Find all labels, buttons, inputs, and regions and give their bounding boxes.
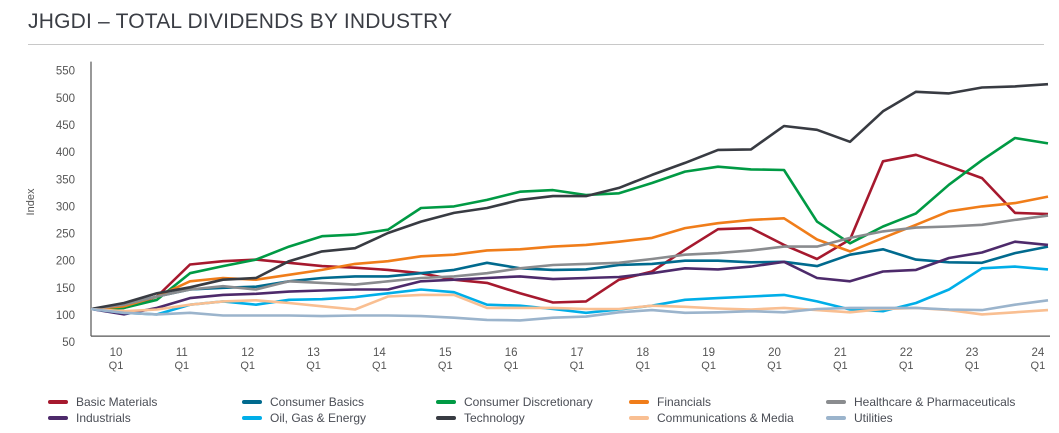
legend-item: Utilities	[826, 411, 893, 425]
legend-item: Consumer Discretionary	[436, 395, 593, 409]
y-tick-label: 350	[56, 174, 75, 186]
x-tick-label: 18	[636, 347, 649, 359]
legend-label: Industrials	[76, 411, 131, 425]
x-tick-label: 10	[110, 347, 123, 359]
legend-item: Basic Materials	[48, 395, 157, 409]
y-tick-label: 50	[62, 337, 75, 349]
x-tick-label: 22	[900, 347, 913, 359]
y-tick-label: 150	[56, 283, 75, 295]
title-divider	[28, 44, 1044, 45]
y-tick-label: 250	[56, 229, 75, 241]
x-tick-quarter: Q1	[175, 360, 190, 372]
legend-label: Healthcare & Pharmaceuticals	[854, 395, 1016, 409]
legend-item: Communications & Media	[629, 411, 794, 425]
series-line-healthcare-pharmaceuticals	[90, 214, 1049, 311]
y-tick-label: 450	[56, 120, 75, 132]
legend-swatch	[826, 400, 846, 404]
legend-swatch	[436, 416, 456, 420]
legend-label: Basic Materials	[76, 395, 158, 409]
x-tick-quarter: Q1	[767, 360, 782, 372]
legend-swatch	[629, 416, 649, 420]
y-tick-label: 400	[56, 147, 75, 159]
y-tick-label: 300	[56, 201, 75, 213]
x-tick-quarter: Q1	[1031, 360, 1046, 372]
legend-item: Industrials	[48, 411, 131, 425]
legend-swatch	[48, 416, 68, 420]
series-line-consumer-basics	[90, 245, 1049, 311]
series-line-industrials	[90, 240, 1049, 316]
x-tick-quarter: Q1	[635, 360, 650, 372]
series-line-financials	[90, 195, 1049, 311]
x-tick-quarter: Q1	[965, 360, 980, 372]
x-tick-quarter: Q1	[570, 360, 585, 372]
legend-label: Consumer Basics	[270, 395, 365, 409]
x-tick-label: 24	[1032, 347, 1045, 359]
legend-swatch	[242, 400, 262, 404]
legend-label: Consumer Discretionary	[464, 395, 593, 409]
legend-swatch	[826, 416, 846, 420]
x-tick-quarter: Q1	[240, 360, 255, 372]
series-line-utilities	[90, 299, 1049, 322]
chart-title: JHGDI – TOTAL DIVIDENDS BY INDUSTRY	[28, 10, 453, 33]
legend-label: Utilities	[854, 411, 893, 425]
legend-item: Oil, Gas & Energy	[242, 411, 366, 425]
series-line-basic-materials	[90, 153, 1049, 311]
series-line-technology	[90, 82, 1049, 311]
legend-swatch	[242, 416, 262, 420]
x-tick-quarter: Q1	[899, 360, 914, 372]
legend-item: Technology	[436, 411, 525, 425]
x-tick-quarter: Q1	[438, 360, 453, 372]
x-tick-quarter: Q1	[306, 360, 321, 372]
legend-label: Technology	[464, 411, 525, 425]
y-tick-label: 500	[56, 93, 75, 105]
x-tick-label: 16	[505, 347, 518, 359]
y-tick-label: 200	[56, 256, 75, 268]
x-tick-label: 17	[571, 347, 584, 359]
x-tick-quarter: Q1	[701, 360, 716, 372]
y-tick-label: 550	[56, 66, 75, 78]
y-tick-label: 100	[56, 310, 75, 322]
x-tick-label: 13	[307, 347, 320, 359]
x-tick-label: 12	[241, 347, 254, 359]
x-tick-label: 19	[702, 347, 715, 359]
legend-item: Consumer Basics	[242, 395, 364, 409]
series-line-consumer-discretionary	[90, 136, 1049, 311]
legend-item: Healthcare & Pharmaceuticals	[826, 395, 1015, 409]
x-tick-label: 15	[439, 347, 452, 359]
legend-label: Oil, Gas & Energy	[270, 411, 367, 425]
x-tick-quarter: Q1	[833, 360, 848, 372]
legend-label: Financials	[657, 395, 712, 409]
y-axis-label: Index	[25, 188, 37, 215]
x-tick-label: 14	[373, 347, 386, 359]
x-tick-quarter: Q1	[109, 360, 124, 372]
x-tick-label: 23	[966, 347, 979, 359]
x-tick-label: 11	[176, 347, 188, 359]
x-tick-quarter: Q1	[504, 360, 519, 372]
x-tick-quarter: Q1	[372, 360, 387, 372]
legend-label: Communications & Media	[657, 411, 794, 425]
x-tick-label: 20	[768, 347, 781, 359]
legend-swatch	[629, 400, 649, 404]
x-tick-label: 21	[834, 347, 847, 359]
legend-swatch	[48, 400, 68, 404]
legend-swatch	[436, 400, 456, 404]
legend-item: Financials	[629, 395, 711, 409]
